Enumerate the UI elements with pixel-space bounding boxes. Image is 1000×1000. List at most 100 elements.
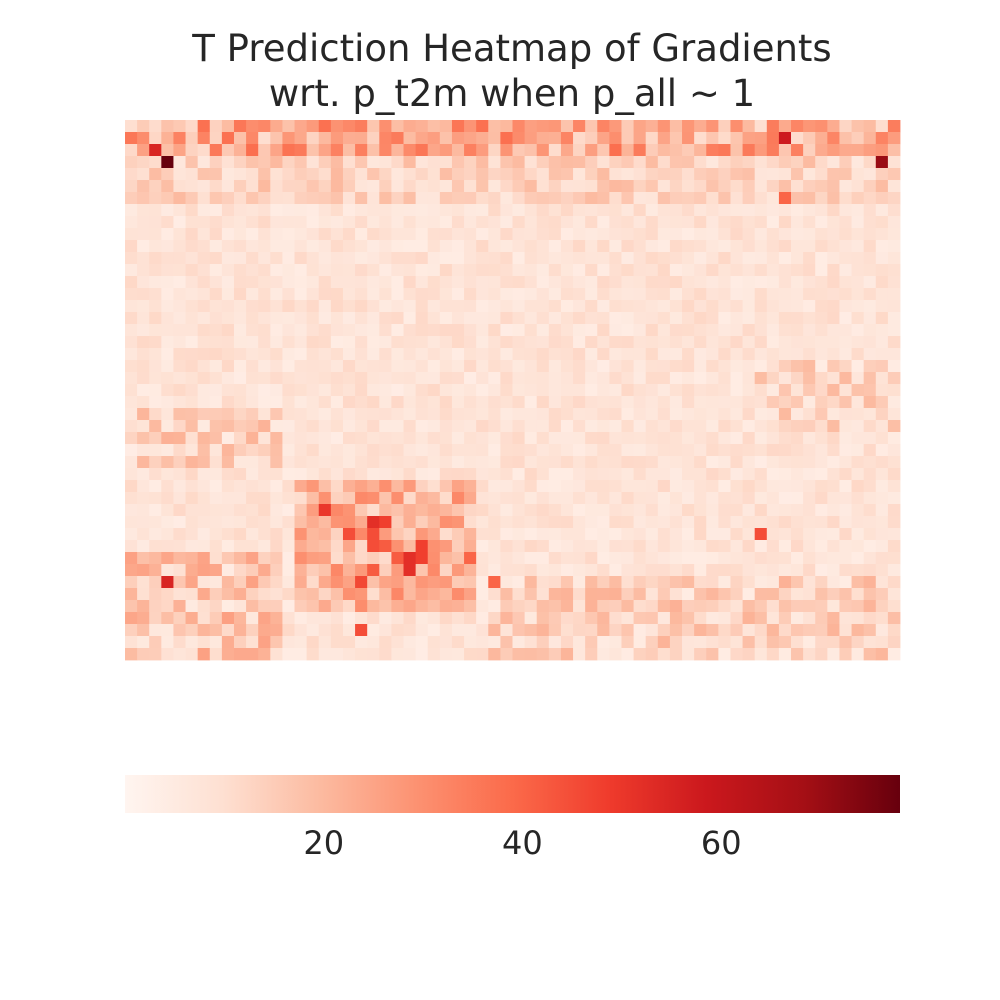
- heatmap-cell: [597, 324, 610, 337]
- heatmap-cell: [246, 576, 259, 589]
- heatmap-cell: [730, 468, 743, 481]
- heatmap-cell: [500, 588, 513, 601]
- heatmap-cell: [742, 348, 756, 361]
- heatmap-cell: [306, 636, 320, 649]
- heatmap-cell: [282, 228, 295, 241]
- heatmap-cell: [851, 264, 865, 277]
- heatmap-cell: [185, 480, 199, 493]
- heatmap-cell: [512, 540, 526, 553]
- heatmap-cell: [500, 576, 513, 589]
- heatmap-cell: [863, 204, 877, 217]
- heatmap-cell: [851, 300, 865, 313]
- heatmap-cell: [669, 156, 683, 169]
- heatmap-cell: [306, 204, 320, 217]
- heatmap-cell: [827, 588, 840, 601]
- heatmap-cell: [415, 444, 429, 457]
- heatmap-cell: [645, 432, 659, 445]
- heatmap-cell: [367, 600, 380, 613]
- heatmap-cell: [476, 312, 489, 325]
- heatmap-cell: [439, 312, 453, 325]
- heatmap-cell: [706, 504, 719, 517]
- heatmap-cell: [427, 144, 441, 157]
- heatmap-cell: [669, 360, 683, 373]
- heatmap-cell: [657, 288, 671, 301]
- heatmap-cell: [694, 312, 707, 325]
- heatmap-cell: [488, 252, 501, 265]
- heatmap-cell: [415, 372, 429, 385]
- heatmap-cell: [185, 492, 199, 505]
- heatmap-cell: [306, 624, 320, 637]
- heatmap-cell: [730, 528, 743, 541]
- heatmap-cell: [125, 624, 138, 637]
- heatmap-cell: [609, 588, 622, 601]
- heatmap-cell: [512, 144, 526, 157]
- heatmap-cell: [464, 360, 477, 373]
- heatmap-cell: [476, 360, 489, 373]
- heatmap-cell: [839, 300, 852, 313]
- heatmap-cell: [718, 384, 731, 397]
- heatmap-cell: [875, 504, 889, 517]
- heatmap-cell: [827, 492, 840, 505]
- heatmap-cell: [149, 372, 162, 385]
- heatmap-cell: [391, 372, 404, 385]
- heatmap-cell: [342, 540, 356, 553]
- heatmap-cell: [355, 444, 368, 457]
- heatmap-cell: [367, 432, 380, 445]
- heatmap-cell: [439, 576, 453, 589]
- heatmap-cell: [258, 552, 271, 565]
- heatmap-cell: [536, 648, 550, 661]
- heatmap-cell: [379, 552, 392, 565]
- heatmap-cell: [197, 204, 211, 217]
- heatmap-cell: [815, 540, 828, 553]
- heatmap-cell: [863, 528, 877, 541]
- heatmap-cell: [694, 324, 707, 337]
- heatmap-cell: [682, 240, 695, 253]
- heatmap-cell: [645, 240, 659, 253]
- heatmap-cell: [355, 456, 368, 469]
- heatmap-cell: [560, 120, 574, 133]
- heatmap-cell: [815, 276, 828, 289]
- heatmap-cell: [778, 360, 792, 373]
- heatmap-cell: [246, 228, 259, 241]
- heatmap-cell: [355, 492, 368, 505]
- heatmap-cell: [451, 432, 465, 445]
- heatmap-cell: [476, 504, 489, 517]
- heatmap-cell: [270, 384, 283, 397]
- heatmap-cell: [875, 204, 889, 217]
- heatmap-cell: [827, 324, 840, 337]
- heatmap-cell: [173, 408, 186, 421]
- heatmap-cell: [815, 348, 828, 361]
- heatmap-cell: [197, 432, 211, 445]
- heatmap-cell: [875, 396, 889, 409]
- heatmap-cell: [791, 492, 804, 505]
- heatmap-cell: [161, 216, 174, 229]
- heatmap-cell: [488, 600, 501, 613]
- heatmap-cell: [439, 420, 453, 433]
- heatmap-cell: [415, 540, 429, 553]
- heatmap-cell: [573, 216, 586, 229]
- heatmap-cell: [427, 384, 441, 397]
- heatmap-cell: [282, 456, 295, 469]
- heatmap-cell: [560, 144, 574, 157]
- heatmap-cell: [682, 540, 695, 553]
- heatmap-cell: [621, 624, 634, 637]
- heatmap-cell: [221, 528, 235, 541]
- heatmap-cell: [306, 192, 320, 205]
- heatmap-cell: [560, 288, 574, 301]
- heatmap-cell: [863, 648, 877, 661]
- heatmap-cell: [342, 432, 356, 445]
- heatmap-cell: [742, 624, 756, 637]
- heatmap-cell: [657, 552, 671, 565]
- heatmap-cell: [524, 552, 538, 565]
- heatmap-cell: [609, 240, 622, 253]
- heatmap-cell: [233, 636, 247, 649]
- heatmap-cell: [427, 264, 441, 277]
- heatmap-cell: [185, 156, 199, 169]
- heatmap-cell: [427, 528, 441, 541]
- heatmap-cell: [573, 336, 586, 349]
- heatmap-cell: [439, 168, 453, 181]
- heatmap-cell: [827, 300, 840, 313]
- heatmap-cell: [633, 516, 647, 529]
- heatmap-cell: [887, 492, 901, 505]
- heatmap-cell: [524, 312, 538, 325]
